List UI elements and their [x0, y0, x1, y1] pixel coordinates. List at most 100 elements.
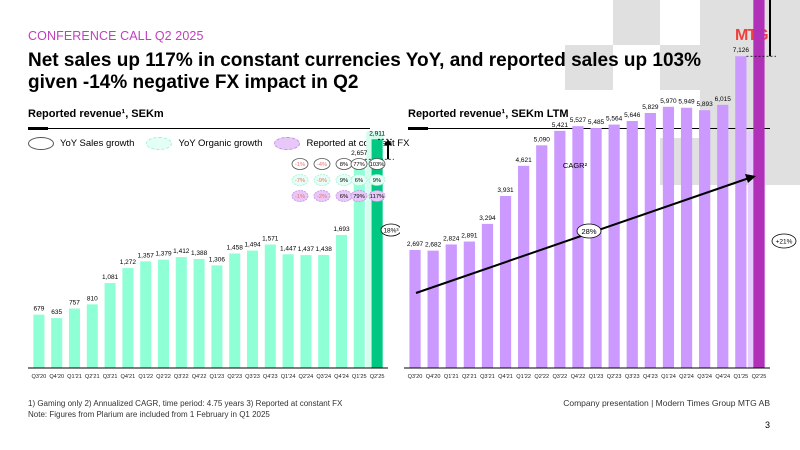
data-label: 5,829: [642, 104, 659, 111]
legend-swatch-sales: [28, 137, 54, 150]
bg-square: [660, 45, 700, 90]
x-tick-label: Q3'24: [697, 374, 712, 380]
x-tick-label: Q2'23: [607, 374, 622, 380]
x-tick-label: Q1'22: [516, 374, 531, 380]
legend-label: YoY Organic growth: [178, 138, 263, 149]
kicker: CONFERENCE CALL Q2 2025: [28, 29, 204, 43]
bar-Q4'23: [644, 112, 656, 368]
x-tick-label: Q3'21: [480, 374, 495, 380]
x-tick-label: Q1'23: [589, 374, 604, 380]
x-tick-label: Q2'24: [299, 374, 314, 380]
annotation-label: +21%: [776, 239, 793, 246]
data-label: 757: [69, 300, 80, 307]
legend-swatch-constant-fx: [274, 137, 301, 150]
data-label: 2,657: [351, 150, 368, 157]
x-tick-label: Q1'24: [281, 374, 296, 380]
bar-Q3'24: [699, 110, 711, 369]
divider-accent: [408, 127, 428, 130]
data-label: 1,571: [262, 236, 279, 243]
x-tick-label: Q3'20: [408, 374, 423, 380]
bar-Q1'23: [211, 265, 223, 368]
data-label: 3,931: [497, 187, 514, 194]
x-tick-label: Q2'22: [534, 374, 549, 380]
growth-value: -7%: [295, 178, 305, 184]
growth-value: 9%: [340, 178, 348, 184]
bar-Q2'21: [86, 304, 98, 368]
x-tick-label: Q2'24: [679, 374, 694, 380]
growth-value: -1%: [295, 194, 305, 200]
data-label: 1,306: [209, 256, 226, 263]
bar-Q4'24: [335, 234, 348, 368]
x-tick-label: Q2'21: [462, 374, 477, 380]
growth-value: 8%: [340, 162, 348, 168]
bar-Q4'20: [427, 250, 439, 368]
data-label: 2,824: [443, 235, 460, 242]
growth-value: -9%: [317, 178, 327, 184]
page-number: 3: [764, 420, 770, 430]
growth-oval: [368, 158, 386, 170]
bar-Q3'23: [246, 250, 259, 368]
data-label: 6,015: [715, 96, 732, 103]
x-tick-label: Q1'22: [138, 374, 153, 380]
legend: YoY Sales growth YoY Organic growth Repo…: [28, 137, 409, 150]
data-label: 5,090: [534, 136, 551, 143]
left-revenue-chart: 679 Q3'20 635 Q4'20 757 Q1'21 810 Q2'21 1,081 Q3'…: [28, 130, 400, 380]
data-label: 5,893: [697, 101, 714, 108]
growth-value: -1%: [295, 162, 305, 168]
x-tick-label: Q3'22: [552, 374, 567, 380]
footer-company: Company presentation | Modern Times Grou…: [563, 398, 770, 408]
bar-Q1'22: [140, 261, 152, 368]
right-ltm-chart: 2,697 Q3'20 2,682 Q4'20 2,824 Q1'21 2,891 Q2'21…: [404, 0, 797, 380]
bar-Q3'24: [318, 255, 330, 368]
x-tick-label: Q1'23: [210, 374, 225, 380]
data-label: 5,970: [660, 98, 677, 105]
divider: [408, 128, 770, 129]
bar-Q4'21: [122, 268, 134, 368]
x-tick-label: Q1'24: [661, 374, 676, 380]
bg-square: [613, 0, 660, 45]
bar-Q1'25: [735, 56, 747, 369]
data-label: 1,437: [298, 246, 315, 253]
cagr-arrow-head: [745, 174, 756, 183]
data-label: 5,564: [606, 116, 623, 123]
cagr-label: CAGR²: [563, 161, 588, 170]
bar-Q3'22: [554, 130, 566, 368]
bar-Q1'22: [518, 165, 530, 368]
x-tick-label: Q4'24: [715, 374, 730, 380]
bar-Q2'22: [536, 145, 548, 368]
x-tick-label: Q3'23: [625, 374, 640, 380]
bar-Q4'24: [717, 104, 729, 368]
data-label: 1,412: [173, 248, 190, 255]
growth-oval: [291, 158, 309, 170]
growth-oval: [350, 158, 368, 170]
data-label: 1,447: [280, 245, 297, 252]
x-tick-label: Q4'23: [263, 374, 278, 380]
data-label: 1,458: [227, 244, 244, 251]
x-tick-label: Q4'23: [643, 374, 658, 380]
data-label: 2,682: [425, 242, 442, 249]
bar-Q4'20: [51, 318, 63, 368]
growth-oval: [313, 174, 331, 186]
x-tick-label: Q1'25: [733, 374, 748, 380]
bar-Q1'21: [445, 244, 457, 368]
growth-value: -2%: [317, 194, 327, 200]
x-tick-label: Q3'23: [245, 374, 260, 380]
data-label: 5,646: [624, 112, 641, 119]
x-tick-label: Q2'25: [370, 374, 385, 380]
legend-swatch-organic: [146, 137, 173, 150]
growth-value: 6%: [355, 178, 363, 184]
bar-Q4'21: [499, 196, 512, 368]
bar-Q1'23: [590, 128, 602, 368]
data-label: 1,693: [333, 226, 350, 233]
growth-value: -4%: [317, 162, 327, 168]
bar-Q2'23: [608, 124, 620, 368]
x-tick-label: Q2'25: [752, 374, 767, 380]
data-label: 2,697: [407, 241, 424, 248]
growth-value: 103%: [370, 162, 385, 168]
bar-Q2'23: [229, 253, 241, 368]
data-label: 1,081: [102, 274, 119, 281]
data-label: 7,126: [733, 47, 750, 54]
growth-oval: [313, 190, 331, 202]
bar-Q4'23: [264, 244, 276, 368]
x-tick-label: Q1'21: [444, 374, 459, 380]
